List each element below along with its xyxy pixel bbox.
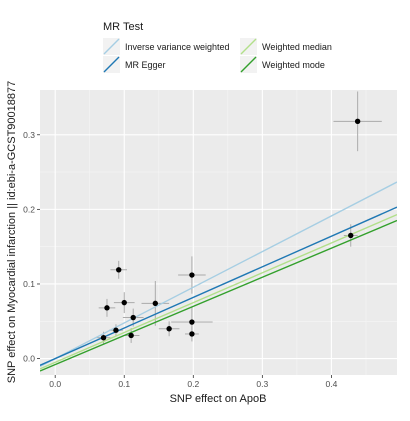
- x-tick-label: 0.3: [256, 379, 268, 389]
- legend-entry-ivw: Inverse variance weighted: [103, 38, 230, 55]
- data-point: [166, 326, 172, 332]
- legend-key-line: [103, 56, 120, 73]
- data-point: [348, 232, 354, 239]
- y-tick-label: 0.2: [23, 204, 35, 214]
- legend-key-line: [103, 38, 120, 55]
- chart-marks: [40, 91, 397, 372]
- x-tick-label: 0.2: [187, 379, 199, 389]
- x-tick-label: 0.1: [118, 379, 130, 389]
- legend-title: MR Test: [103, 21, 143, 33]
- data-point: [189, 272, 195, 278]
- legend-label-weighted-mode: Weighted mode: [262, 60, 325, 70]
- data-point: [113, 327, 119, 333]
- data-point: [189, 319, 195, 325]
- gridlines: [40, 90, 397, 375]
- data-point: [189, 331, 195, 337]
- x-tick-label: 0.0: [49, 379, 61, 389]
- legend-entry-weighted-mode: Weighted mode: [240, 56, 325, 73]
- regression-line: [40, 181, 397, 368]
- x-tick-label: 0.4: [325, 379, 337, 389]
- legend: MR Test Inverse variance weighted Weight…: [103, 21, 332, 73]
- data-point: [104, 305, 110, 311]
- data-point: [121, 299, 127, 306]
- data-point: [100, 334, 107, 341]
- data-point: [152, 300, 159, 307]
- legend-label-weighted-median: Weighted median: [262, 42, 332, 52]
- legend-entry-weighted-median: Weighted median: [240, 38, 332, 55]
- data-point: [116, 267, 122, 273]
- x-axis-title: SNP effect on ApoB: [170, 393, 267, 405]
- legend-label-ivw: Inverse variance weighted: [125, 42, 230, 52]
- legend-key-line: [240, 56, 257, 73]
- y-axis-title: SNP effect on Myocardial infarction || i…: [6, 81, 18, 383]
- data-point: [354, 118, 361, 125]
- y-tick-label: 0.3: [23, 130, 35, 140]
- regression-line: [40, 206, 397, 366]
- y-tick-label: 0.1: [23, 279, 35, 289]
- data-point: [130, 314, 136, 321]
- y-tick-label: 0.0: [23, 354, 35, 364]
- legend-entry-mr-egger: MR Egger: [103, 56, 166, 73]
- plot-panel: [40, 90, 397, 375]
- regression-line: [40, 219, 397, 372]
- data-point: [128, 332, 134, 339]
- regression-line: [40, 213, 397, 370]
- tick-labels: 0.0 0.1 0.2 0.3 0.4 0.0 0.1 0.2 0.3: [23, 130, 337, 389]
- legend-key-line: [240, 38, 257, 55]
- legend-label-mr-egger: MR Egger: [125, 60, 166, 70]
